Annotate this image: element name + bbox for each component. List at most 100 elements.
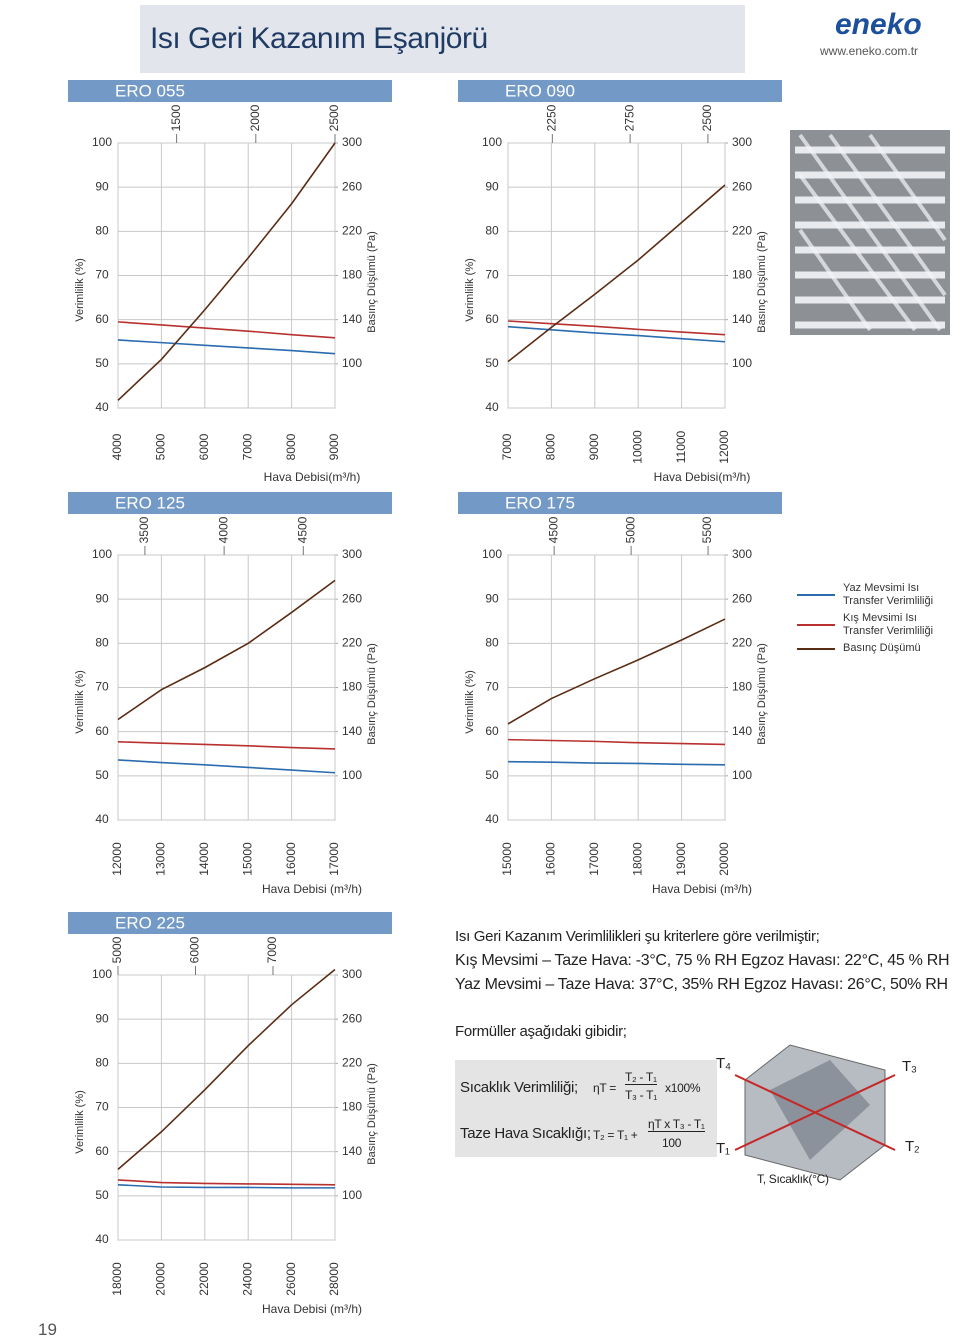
y2-tick-label: 140 bbox=[342, 1144, 362, 1158]
legend-swatch bbox=[797, 594, 835, 596]
x-tick-label: 18000 bbox=[110, 1262, 124, 1296]
y2-axis-label: Basınç Düşümü (Pa) bbox=[366, 643, 378, 744]
y-tick-label: 50 bbox=[95, 768, 109, 782]
formula-lhs: ηT = bbox=[593, 1081, 616, 1095]
series-line bbox=[507, 320, 726, 336]
x2-tick-label: 5000 bbox=[110, 936, 124, 963]
x-tick-label: 26000 bbox=[284, 1262, 298, 1296]
y-tick-label: 90 bbox=[95, 591, 109, 605]
y2-tick-label: 140 bbox=[732, 724, 752, 738]
y-tick-label: 60 bbox=[95, 1144, 109, 1158]
url: www.eneko.com.tr bbox=[820, 44, 919, 58]
formula-denominator: 100 bbox=[662, 1136, 682, 1150]
formula-label: Sıcaklık Verimliliği; bbox=[460, 1079, 578, 1096]
x-axis-label: Hava Debisi (m³/h) bbox=[262, 882, 362, 896]
y-tick-label: 60 bbox=[485, 312, 499, 326]
y-tick-label: 70 bbox=[95, 680, 109, 694]
diagram-label: T₂ bbox=[905, 1138, 920, 1155]
legend-entry: Kış Mevsimi Isı Transfer Verimliliği bbox=[797, 612, 953, 638]
x-tick-label: 19000 bbox=[674, 842, 688, 876]
y2-tick-label: 140 bbox=[732, 312, 752, 326]
y2-tick-label: 260 bbox=[342, 179, 362, 193]
chart-title: ERO 090 bbox=[505, 81, 575, 100]
y-tick-label: 40 bbox=[485, 400, 499, 414]
x-axis-label: Hava Debisi(m³/h) bbox=[654, 470, 751, 484]
y2-tick-label: 300 bbox=[342, 967, 362, 981]
formula-lhs: T₂ = T₁ + bbox=[593, 1128, 638, 1142]
x-tick-label: 22000 bbox=[197, 1262, 211, 1296]
diagram-caption: T, Sıcaklık(°C) bbox=[757, 1172, 829, 1186]
series-line bbox=[117, 142, 336, 401]
series-line bbox=[507, 325, 726, 343]
x-tick-label: 13000 bbox=[154, 842, 168, 876]
x-tick-label: 5000 bbox=[154, 433, 168, 460]
header-band bbox=[140, 5, 745, 73]
y2-tick-label: 260 bbox=[342, 1011, 362, 1025]
legend-swatch bbox=[797, 624, 835, 626]
y-tick-label: 60 bbox=[95, 312, 109, 326]
y-tick-label: 50 bbox=[485, 356, 499, 370]
x-axis-label: Hava Debisi (m³/h) bbox=[262, 1302, 362, 1316]
logo: eneko bbox=[835, 8, 922, 41]
x2-tick-label: 1500 bbox=[169, 104, 183, 131]
product-photo bbox=[790, 130, 950, 335]
x-tick-label: 12000 bbox=[110, 842, 124, 876]
diagram-label: T₄ bbox=[716, 1055, 731, 1072]
y-tick-label: 90 bbox=[485, 591, 499, 605]
y2-axis-label: Basınç Düşümü (Pa) bbox=[366, 1063, 378, 1164]
x-axis-label: Hava Debisi(m³/h) bbox=[264, 470, 361, 484]
x-tick-label: 16000 bbox=[284, 842, 298, 876]
y2-tick-label: 220 bbox=[342, 1056, 362, 1070]
x2-tick-label: 2000 bbox=[248, 104, 262, 131]
formula-box bbox=[455, 1060, 717, 1157]
notes-line: Kış Mevsimi – Taze Hava: -3°C, 75 % RH E… bbox=[455, 952, 950, 969]
y2-tick-label: 180 bbox=[342, 1100, 362, 1114]
y-tick-label: 80 bbox=[485, 636, 499, 650]
y-tick-label: 80 bbox=[95, 636, 109, 650]
y-axis-label: Verimlilik (%) bbox=[464, 670, 476, 734]
y2-tick-label: 100 bbox=[342, 356, 362, 370]
chart-title: ERO 225 bbox=[115, 913, 185, 932]
y-axis-label: Verimlilik (%) bbox=[464, 258, 476, 322]
series-line bbox=[507, 618, 726, 725]
y-tick-label: 100 bbox=[482, 135, 502, 149]
page-number: 19 bbox=[38, 1320, 57, 1339]
legend-label: Yaz Mevsimi Isı Transfer Verimliliği bbox=[843, 582, 934, 607]
y-tick-label: 40 bbox=[95, 812, 109, 826]
y-tick-label: 80 bbox=[95, 1056, 109, 1070]
legend-label: Kış Mevsimi Isı Transfer Verimliliği bbox=[843, 612, 934, 637]
y-tick-label: 40 bbox=[485, 812, 499, 826]
chart-header-bar bbox=[458, 492, 782, 514]
chart-header-bar bbox=[458, 80, 782, 102]
x-tick-label: 12000 bbox=[717, 430, 731, 464]
diagram-label: T₁ bbox=[716, 1140, 730, 1157]
x-tick-label: 20000 bbox=[717, 842, 731, 876]
x-tick-label: 15000 bbox=[500, 842, 514, 876]
y2-tick-label: 100 bbox=[342, 768, 362, 782]
y-axis-label: Verimlilik (%) bbox=[74, 1090, 86, 1154]
y2-tick-label: 260 bbox=[342, 591, 362, 605]
y-tick-label: 70 bbox=[485, 268, 499, 282]
y-tick-label: 100 bbox=[92, 135, 112, 149]
series-line bbox=[117, 968, 336, 1170]
y-tick-label: 90 bbox=[95, 179, 109, 193]
chart-header-bar bbox=[68, 912, 392, 934]
legend-label: Basınç Düşümü bbox=[843, 642, 921, 654]
chart-title: ERO 175 bbox=[505, 493, 575, 512]
y2-tick-label: 140 bbox=[342, 312, 362, 326]
y2-tick-label: 300 bbox=[342, 547, 362, 561]
x2-tick-label: 7000 bbox=[265, 936, 279, 963]
legend-swatch bbox=[797, 647, 835, 650]
y-tick-label: 60 bbox=[485, 724, 499, 738]
formula-label: Taze Hava Sıcaklığı; bbox=[460, 1125, 591, 1142]
y-tick-label: 60 bbox=[95, 724, 109, 738]
x-tick-label: 28000 bbox=[327, 1262, 341, 1296]
x-tick-label: 11000 bbox=[674, 430, 688, 463]
x2-tick-label: 6000 bbox=[188, 936, 202, 963]
x-tick-label: 17000 bbox=[327, 842, 341, 876]
y2-tick-label: 180 bbox=[342, 268, 362, 282]
y2-tick-label: 220 bbox=[342, 636, 362, 650]
y2-tick-label: 220 bbox=[732, 224, 752, 238]
x2-tick-label: 2250 bbox=[545, 104, 559, 131]
